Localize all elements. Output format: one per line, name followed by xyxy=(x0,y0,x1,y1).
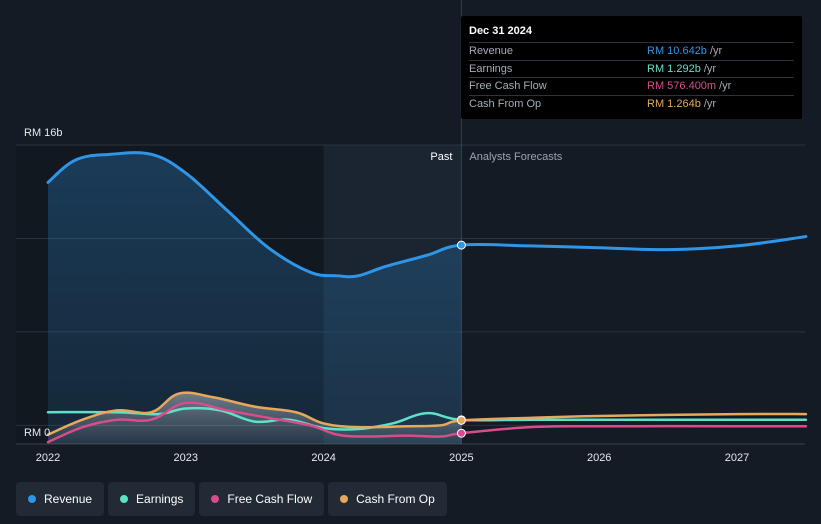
legend-dot-icon xyxy=(340,495,349,503)
tooltip-row-unit: /yr xyxy=(703,97,717,110)
tooltip-row-free-cash-flow: Free Cash Flow RM 576.400m /yr xyxy=(469,77,794,95)
legend-label: Revenue xyxy=(44,492,93,506)
tooltip-row-name: Earnings xyxy=(469,62,513,75)
earnings-line xyxy=(46,406,808,431)
forecast-label: Analysts Forecasts xyxy=(469,151,562,163)
legend-label: Cash From Op xyxy=(356,492,435,506)
tooltip-row-value: RM 1.264b xyxy=(647,97,701,110)
tooltip-row-cash-from-op: Cash From Op RM 1.264b /yr xyxy=(469,94,794,113)
tooltip-row-name: Free Cash Flow xyxy=(469,80,547,92)
legend-dot-icon xyxy=(28,495,36,503)
y-axis-zero-label: RM 0 xyxy=(24,427,50,439)
tooltip-row-name: Revenue xyxy=(469,45,514,57)
free-cash-flow-line xyxy=(46,401,808,444)
tooltip-row-earnings: Earnings RM 1.292b /yr xyxy=(469,59,794,78)
legend: Revenue Earnings Free Cash Flow Cash Fro… xyxy=(16,482,447,516)
legend-item-free-cash-flow[interactable]: Free Cash Flow xyxy=(199,482,325,516)
legend-item-cash-from-op[interactable]: Cash From Op xyxy=(328,482,447,516)
cash-from-op-line xyxy=(46,391,808,436)
x-tick-label: 2027 xyxy=(725,452,749,464)
tooltip-row-unit: /yr xyxy=(709,45,723,57)
chart-plot: RM 16b RM 0 2022 2023 2024 2025 2026 2027 Past An… xyxy=(16,0,808,464)
revenue-marker xyxy=(456,240,466,250)
tooltip: Dec 31 2024 Revenue RM 10.642b /yr Earni… xyxy=(461,16,802,119)
tooltip-row-name: Cash From Op xyxy=(469,97,542,110)
x-tick-label: 2023 xyxy=(174,452,198,464)
free-cash-flow-marker xyxy=(456,428,466,438)
legend-dot-icon xyxy=(120,495,129,503)
revenue-area xyxy=(48,152,462,444)
legend-item-earnings[interactable]: Earnings xyxy=(108,482,196,516)
tooltip-row-value: RM 10.642b xyxy=(647,45,707,57)
legend-item-revenue[interactable]: Revenue xyxy=(16,482,105,516)
cash-from-op-marker xyxy=(456,415,466,425)
tooltip-row-revenue: Revenue RM 10.642b /yr xyxy=(469,42,794,60)
tooltip-date: Dec 31 2024 xyxy=(469,25,532,37)
tooltip-row-value: RM 576.400m xyxy=(647,80,717,92)
x-tick-label: 2024 xyxy=(311,452,335,464)
x-tick-label: 2026 xyxy=(587,452,611,464)
revenue-line xyxy=(46,151,808,279)
legend-dot-icon xyxy=(211,495,220,503)
tooltip-row-value: RM 1.292b xyxy=(647,62,701,75)
cash-area xyxy=(48,392,462,444)
past-label: Past xyxy=(430,151,452,163)
tooltip-row-unit: /yr xyxy=(719,80,732,92)
x-tick-label: 2022 xyxy=(36,452,60,464)
tooltip-row-unit: /yr xyxy=(703,62,717,75)
x-tick-label: 2025 xyxy=(449,452,473,464)
y-axis-top-label: RM 16b xyxy=(24,127,63,139)
legend-label: Earnings xyxy=(136,492,184,506)
legend-label: Free Cash Flow xyxy=(227,492,313,506)
